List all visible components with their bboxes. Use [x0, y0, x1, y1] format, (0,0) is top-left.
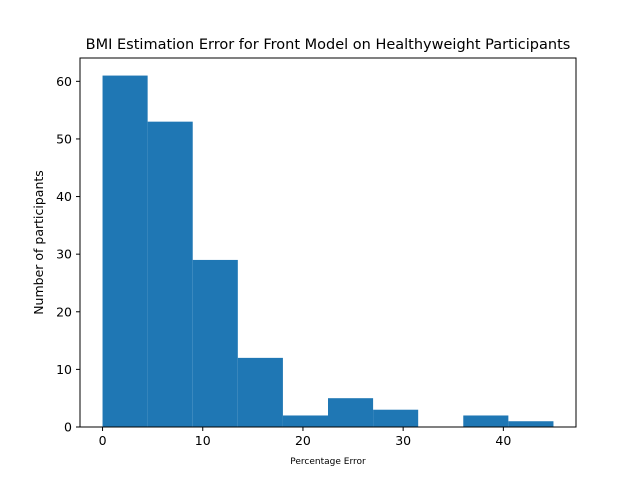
y-tick-label: 20 [56, 304, 72, 319]
histogram-bar [237, 357, 283, 427]
y-axis-label: Number of participants [31, 170, 46, 315]
histogram-bar [373, 409, 419, 427]
bars-group [102, 75, 554, 428]
histogram-bar [508, 421, 554, 427]
axes-frame [79, 57, 577, 428]
x-tick-label: 0 [99, 433, 107, 448]
x-tick-label: 10 [195, 433, 211, 448]
x-axis-label: Percentage Error [290, 457, 366, 467]
y-tick-label: 60 [56, 74, 72, 89]
y-tick-label: 50 [56, 131, 72, 146]
y-tick-label: 30 [56, 247, 72, 262]
histogram-bar [282, 415, 328, 427]
x-tick-label: 40 [495, 433, 511, 448]
x-tick-label: 20 [295, 433, 311, 448]
x-axis-ticks: 0 10 20 30 40 [99, 427, 511, 448]
histogram-bar [328, 398, 374, 427]
histogram-bar [463, 415, 509, 427]
y-tick-label: 0 [64, 420, 72, 435]
histogram-bar [147, 121, 193, 427]
histogram-bar [102, 75, 148, 428]
histogram-bar [192, 259, 238, 427]
x-tick-label: 30 [395, 433, 411, 448]
y-axis-ticks: 0 10 20 30 40 50 60 [56, 74, 80, 435]
y-tick-label: 10 [56, 362, 72, 377]
chart-title: BMI Estimation Error for Front Model on … [86, 37, 571, 53]
y-tick-label: 40 [56, 189, 72, 204]
